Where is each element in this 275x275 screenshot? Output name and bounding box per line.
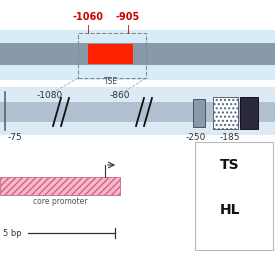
Bar: [0, 30, 275, 80]
Bar: [0, 177, 120, 195]
Bar: [88, 44, 133, 64]
Bar: [78, 33, 146, 78]
Bar: [193, 99, 205, 127]
Text: TSE: TSE: [104, 78, 118, 87]
Bar: [213, 97, 238, 129]
Text: -185: -185: [220, 133, 240, 142]
Text: TS: TS: [220, 158, 240, 172]
Bar: [0, 102, 275, 122]
Text: 5 bp: 5 bp: [3, 229, 22, 238]
Text: -250: -250: [186, 133, 206, 142]
Text: -860: -860: [110, 92, 130, 100]
Text: HL: HL: [220, 203, 241, 217]
Text: -75: -75: [8, 133, 23, 142]
Bar: [0, 43, 275, 65]
Text: -1080: -1080: [37, 92, 63, 100]
Text: core promoter: core promoter: [33, 197, 87, 205]
Bar: [0, 87, 275, 135]
Text: -905: -905: [116, 12, 140, 22]
Bar: [240, 97, 258, 129]
Text: -1060: -1060: [73, 12, 103, 22]
Bar: [195, 142, 273, 250]
